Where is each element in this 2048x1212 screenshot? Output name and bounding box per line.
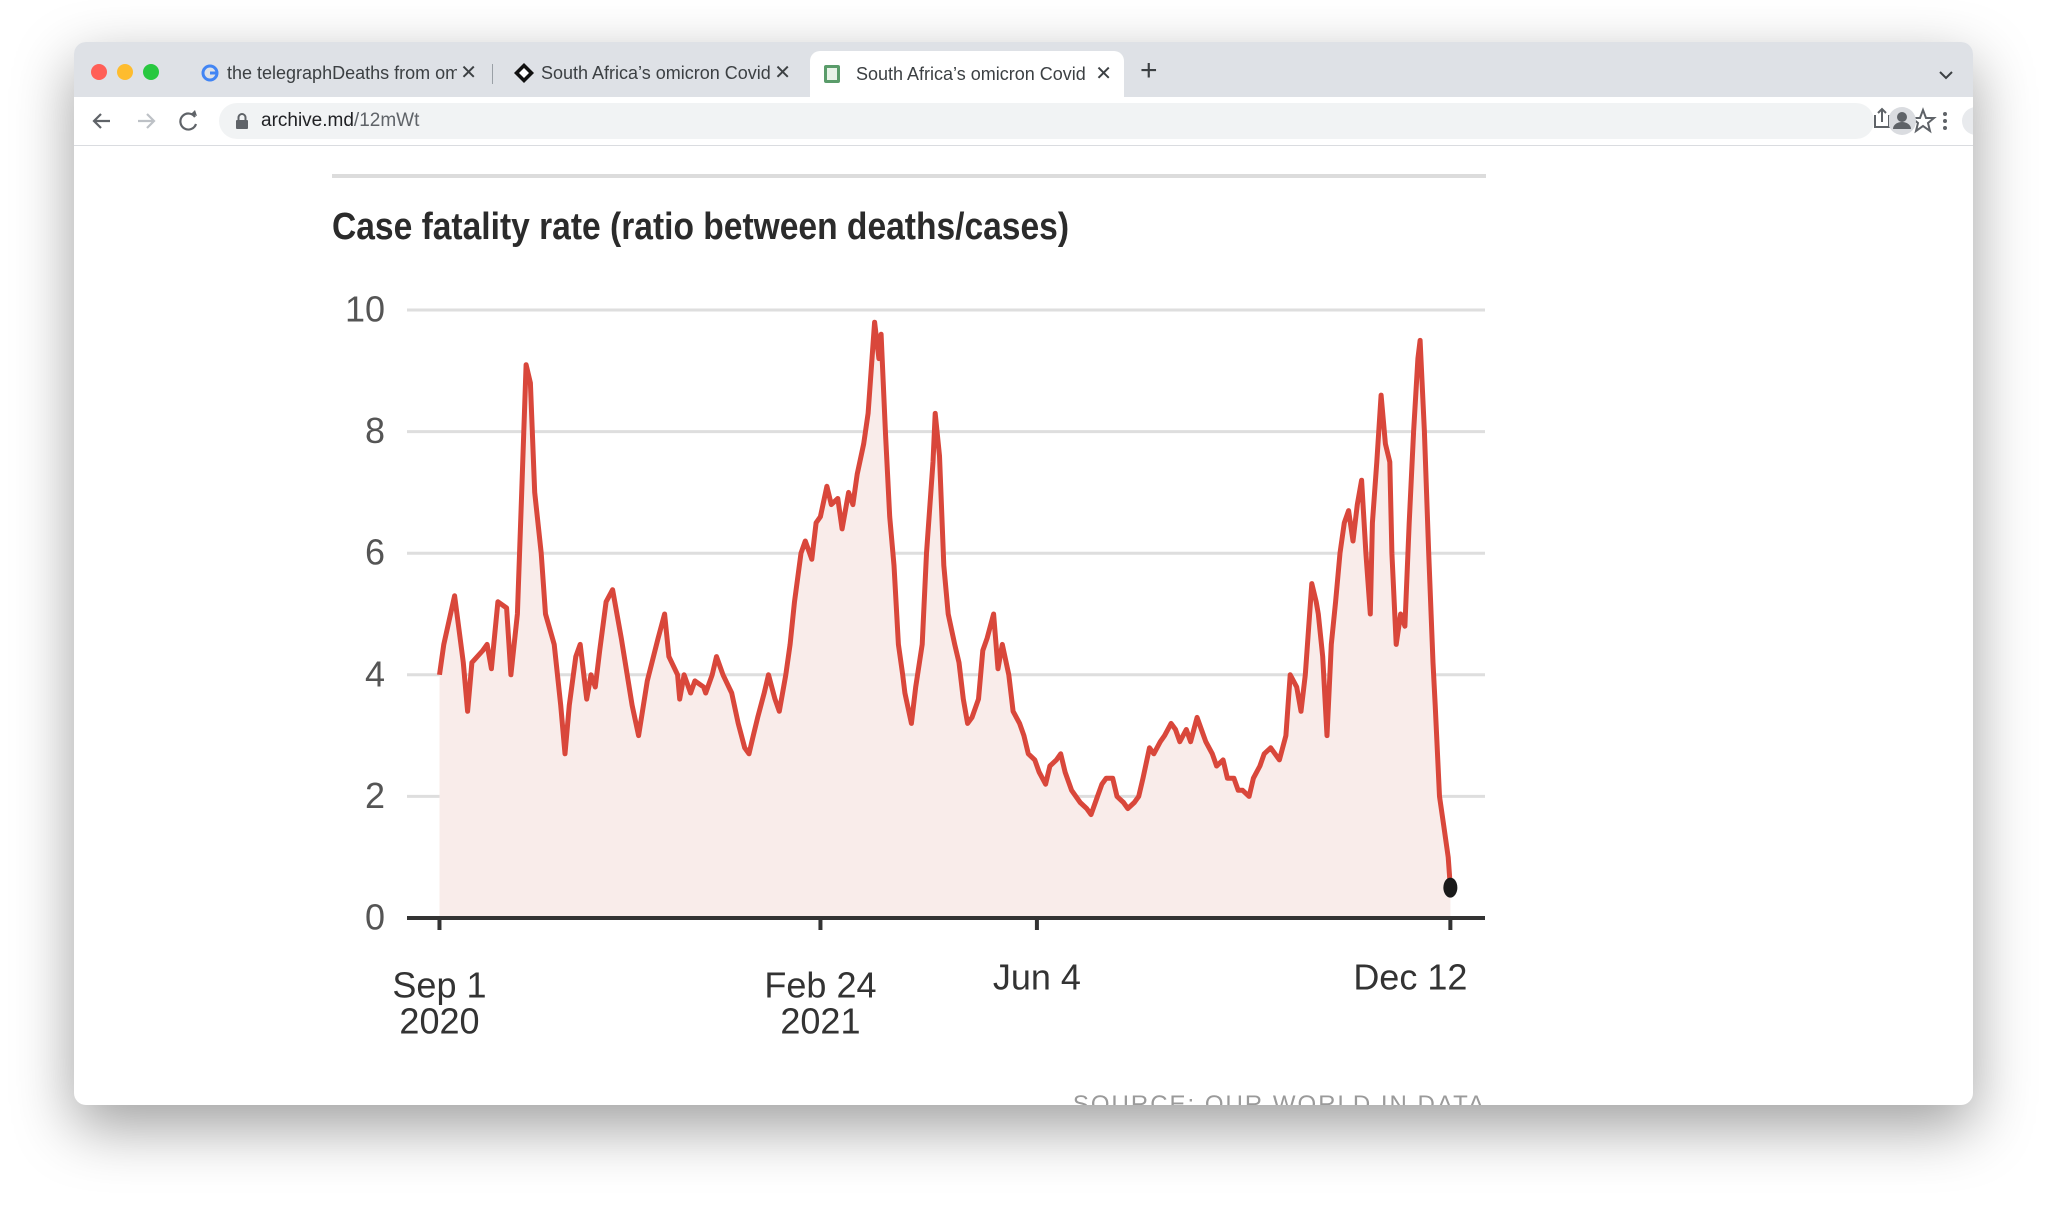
- x-tick-label-line: 2021: [780, 1001, 860, 1042]
- tab-close[interactable]: ✕: [1095, 63, 1112, 85]
- browser-window: the telegraphDeaths from omic ✕ South Afr…: [74, 42, 1973, 1105]
- x-tick-label-line: Feb 24: [764, 965, 876, 1006]
- y-tick-label: 6: [365, 532, 385, 573]
- tab-title: the telegraphDeaths from omic: [227, 63, 457, 83]
- y-tick-label: 4: [365, 653, 385, 694]
- nav-buttons: [92, 110, 198, 131]
- reload-arrow: [191, 110, 197, 116]
- x-tick-label: Feb 24 2021: [764, 965, 876, 1042]
- y-tick-label: 0: [365, 897, 385, 938]
- tab-title: South Africa’s omicron Covid: [856, 64, 1086, 84]
- tab-bar: the telegraphDeaths from omic ✕ South Afr…: [74, 42, 1973, 97]
- menu-dot[interactable]: [1943, 119, 1947, 123]
- reload[interactable]: [179, 112, 198, 131]
- chart-source: SOURCE: OUR WORLD IN DATA: [1073, 1091, 1486, 1105]
- tab-search[interactable]: [1936, 65, 1956, 85]
- x-tick-label: Sep 1 2020: [392, 965, 486, 1042]
- chart: Case fatality rate (ratio between deaths…: [332, 174, 1486, 1105]
- y-tick-label: 8: [365, 410, 385, 451]
- chart-title: Case fatality rate (ratio between deaths…: [332, 206, 1069, 248]
- profile-head: [1897, 112, 1907, 122]
- x-tick-label-line: Dec 12: [1353, 957, 1467, 998]
- active-tab[interactable]: South Africa’s omicron Covid ✕: [810, 51, 1124, 97]
- menu-dot[interactable]: [1943, 126, 1947, 130]
- omnibox[interactable]: archive.md/12mWt: [219, 103, 1874, 139]
- x-tick-label-line: Jun 4: [993, 957, 1081, 998]
- area: [439, 322, 1451, 918]
- x-tick-label-line: 2020: [399, 1001, 479, 1042]
- url-path: /12mWt: [353, 110, 420, 131]
- tab-close[interactable]: ✕: [774, 62, 791, 84]
- new-tab[interactable]: +: [1140, 54, 1158, 87]
- minimize-window[interactable]: [117, 64, 133, 80]
- site-icon: [514, 63, 534, 83]
- tab-close[interactable]: ✕: [460, 62, 477, 84]
- y-tick-label: 10: [345, 289, 385, 330]
- profile-menu: [1889, 107, 1947, 135]
- tab[interactable]: South Africa’s omicron Covid ✕: [507, 56, 797, 90]
- menu-dot[interactable]: [1943, 112, 1947, 116]
- tab-separator: [492, 64, 493, 84]
- x-tick-label: Dec 12: [1353, 957, 1467, 998]
- address-row: archive.md/12mWt: [74, 97, 1973, 146]
- url: archive.md/12mWt: [261, 103, 419, 139]
- site-icon: [824, 65, 840, 83]
- maximize-window[interactable]: [143, 64, 159, 80]
- tab-title: South Africa’s omicron Covid: [541, 63, 771, 83]
- url-host: archive.md: [261, 110, 354, 131]
- google-icon: [201, 64, 219, 82]
- forward[interactable]: [138, 113, 156, 129]
- profile-body: [1893, 122, 1911, 129]
- profile[interactable]: [1962, 107, 1973, 135]
- close-window[interactable]: [91, 64, 107, 80]
- line: [437, 319, 1453, 888]
- end-point: [1443, 877, 1458, 898]
- tab[interactable]: the telegraphDeaths from omic ✕: [193, 56, 483, 90]
- y-tick-label: 2: [365, 775, 385, 816]
- back[interactable]: [92, 113, 110, 129]
- x-tick-label: Jun 4: [993, 957, 1081, 998]
- x-tick-label-line: Sep 1: [392, 965, 486, 1006]
- lock-icon: [236, 113, 248, 129]
